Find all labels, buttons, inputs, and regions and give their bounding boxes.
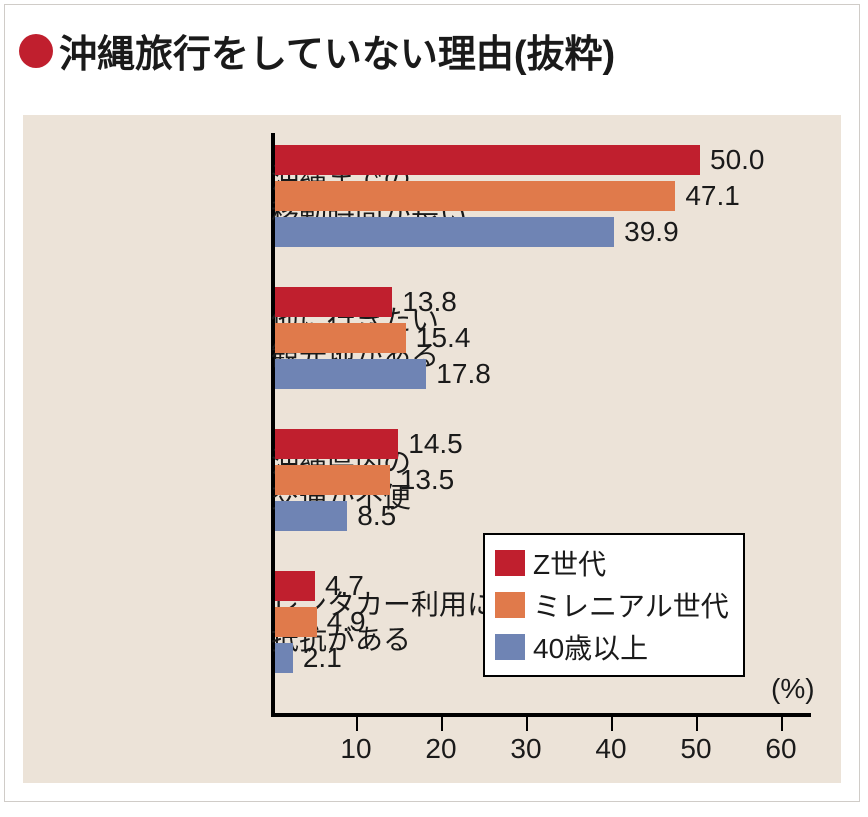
legend-item: 40歳以上 [495,627,729,667]
chart-panel: 沖縄までの移動時間が長い50.047.139.9他に行きたい観光地がある13.8… [23,115,841,783]
x-tick-label: 20 [425,733,456,765]
bar-value: 4.9 [327,606,366,638]
bars-area: 沖縄までの移動時間が長い50.047.139.9他に行きたい観光地がある13.8… [23,115,841,783]
bar-value: 2.1 [303,642,342,674]
bar [275,429,398,459]
bar-value: 39.9 [624,216,679,248]
x-tick [611,717,613,731]
x-tick [526,717,528,731]
chart-title: 沖縄旅行をしていない理由(抜粋) [5,5,859,84]
bar [275,359,426,389]
bar-value: 13.8 [402,286,457,318]
bullet-icon [19,34,53,68]
x-tick-label: 50 [680,733,711,765]
bar [275,287,392,317]
bar [275,643,293,673]
x-tick-label: 10 [340,733,371,765]
x-tick [441,717,443,731]
bar-group: 他に行きたい観光地がある13.815.417.8 [23,287,841,389]
x-tick-label: 30 [510,733,541,765]
legend-label: Z世代 [533,543,606,583]
legend-swatch [495,592,525,618]
bar [275,571,315,601]
x-tick-label: 40 [595,733,626,765]
bar-value: 47.1 [685,180,740,212]
legend: Z世代ミレニアル世代40歳以上 [483,533,745,677]
bar-value: 4.7 [325,570,364,602]
bar [275,181,675,211]
bar-value: 15.4 [416,322,471,354]
legend-swatch [495,550,525,576]
bar-group: 沖縄県内の交通が不便14.513.58.5 [23,429,841,531]
x-tick-label: 60 [765,733,796,765]
x-tick [356,717,358,731]
bar-value: 17.8 [436,358,491,390]
bar [275,323,406,353]
x-tick [781,717,783,731]
bar-value: 14.5 [408,428,463,460]
bar [275,145,700,175]
bar-value: 50.0 [710,144,765,176]
bar-group: 沖縄までの移動時間が長い50.047.139.9 [23,145,841,247]
plot-area: 沖縄までの移動時間が長い50.047.139.9他に行きたい観光地がある13.8… [23,115,841,783]
bar-value: 13.5 [400,464,455,496]
x-tick [696,717,698,731]
bar [275,465,390,495]
bar [275,501,347,531]
bar [275,217,614,247]
chart-frame: 沖縄旅行をしていない理由(抜粋) 沖縄までの移動時間が長い50.047.139.… [4,4,860,802]
legend-label: ミレニアル世代 [533,585,729,625]
legend-item: Z世代 [495,543,729,583]
bar-value: 8.5 [357,500,396,532]
x-axis-unit: (%) [771,673,815,705]
chart-title-text: 沖縄旅行をしていない理由(抜粋) [59,23,615,78]
legend-label: 40歳以上 [533,627,648,667]
bar [275,607,317,637]
legend-swatch [495,634,525,660]
legend-item: ミレニアル世代 [495,585,729,625]
